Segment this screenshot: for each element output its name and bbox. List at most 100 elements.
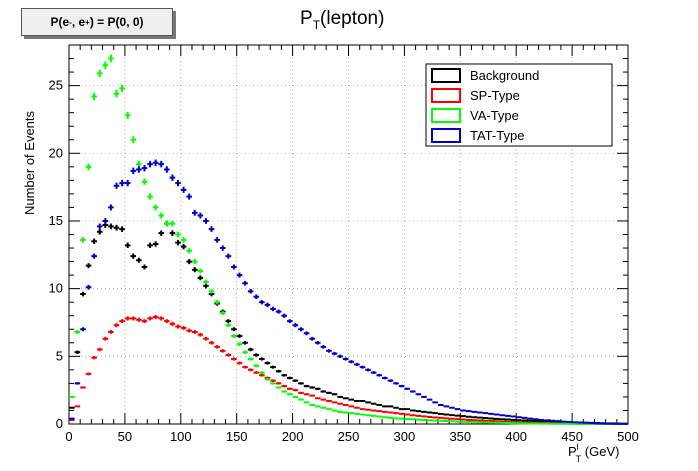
data-point (275, 309, 282, 314)
data-point (465, 410, 472, 413)
data-point (191, 267, 198, 273)
legend-swatch (431, 68, 461, 83)
axes-layer: 0 50 100 150 200 250 300 350 400 450 500 0 5 10 15 20 25 (49, 44, 639, 444)
data-point (275, 369, 282, 373)
data-point (409, 418, 416, 421)
data-point (91, 92, 97, 101)
data-point (214, 299, 220, 305)
data-point (80, 237, 86, 243)
data-point (521, 419, 528, 422)
chart-title-rest: (lepton) (320, 8, 384, 29)
x-axis-label-sup: l (577, 442, 579, 452)
legend-label: SP-Type (470, 88, 520, 103)
data-point (191, 209, 198, 216)
data-point (152, 204, 159, 211)
data-point (152, 241, 159, 247)
data-point (493, 417, 500, 420)
data-point (292, 388, 299, 392)
data-point (298, 382, 304, 385)
data-point (208, 226, 215, 232)
data-point (460, 420, 466, 423)
data-point (415, 393, 422, 396)
data-point (130, 316, 137, 321)
data-point (454, 418, 461, 421)
data-point (314, 340, 321, 345)
data-point (225, 253, 232, 259)
data-point (225, 319, 232, 324)
data-point (331, 401, 338, 404)
y-tick-label: 10 (49, 281, 63, 296)
data-point (454, 408, 461, 411)
data-point (421, 418, 427, 421)
data-point (415, 418, 422, 421)
data-point (219, 310, 226, 316)
data-point (247, 357, 254, 361)
data-point (532, 418, 539, 421)
series-sp-type (69, 314, 628, 425)
data-point (426, 398, 433, 401)
data-point (342, 397, 349, 400)
data-point (488, 420, 494, 423)
x-tick-label: 100 (170, 429, 192, 444)
data-point (415, 414, 422, 417)
legend-label: Background (470, 68, 539, 83)
data-point (460, 409, 466, 412)
data-point (320, 345, 327, 349)
data-point (270, 379, 276, 383)
data-point (124, 111, 131, 119)
data-point (231, 327, 237, 332)
legend: Background SP-Type VA-Type TAT-Type (425, 63, 613, 147)
data-point (85, 372, 92, 376)
data-point (158, 316, 165, 321)
data-point (393, 382, 399, 385)
data-point (292, 379, 299, 383)
data-point (169, 174, 176, 181)
data-point (158, 230, 165, 236)
data-point (247, 347, 254, 352)
data-point (69, 417, 75, 420)
data-point (415, 410, 422, 413)
data-point (287, 376, 293, 380)
data-point (85, 263, 92, 269)
data-point (264, 377, 271, 381)
data-point (203, 218, 209, 224)
data-point (382, 416, 388, 419)
data-point (320, 390, 327, 393)
x-axis-label: Pl T (GeV) (568, 442, 619, 464)
data-point (253, 371, 260, 375)
data-point (303, 401, 310, 404)
data-point (96, 228, 103, 235)
data-point (348, 405, 355, 408)
data-point (309, 386, 315, 389)
data-point (387, 379, 394, 383)
data-point (314, 387, 321, 391)
data-point (169, 321, 176, 326)
data-point (398, 412, 405, 415)
data-point (354, 362, 360, 367)
data-point (253, 353, 260, 357)
data-point (348, 398, 355, 401)
data-point (136, 160, 142, 168)
data-point (186, 193, 192, 200)
data-point (387, 405, 394, 408)
data-point (460, 415, 466, 418)
data-point (409, 409, 416, 412)
data-point (298, 391, 304, 394)
data-point (454, 414, 461, 417)
data-point (303, 384, 310, 388)
data-point (326, 408, 332, 411)
data-point (136, 257, 142, 263)
data-point (443, 420, 450, 423)
data-point (505, 418, 511, 421)
y-axis-label: Number of Events (22, 110, 37, 215)
data-point (493, 413, 500, 416)
data-point (152, 159, 159, 167)
data-point (214, 237, 220, 243)
data-point (465, 415, 472, 418)
data-point (477, 416, 483, 419)
data-point (298, 398, 304, 401)
data-point (449, 420, 455, 423)
data-point (242, 365, 248, 369)
data-point (236, 272, 243, 278)
data-point (404, 417, 410, 420)
